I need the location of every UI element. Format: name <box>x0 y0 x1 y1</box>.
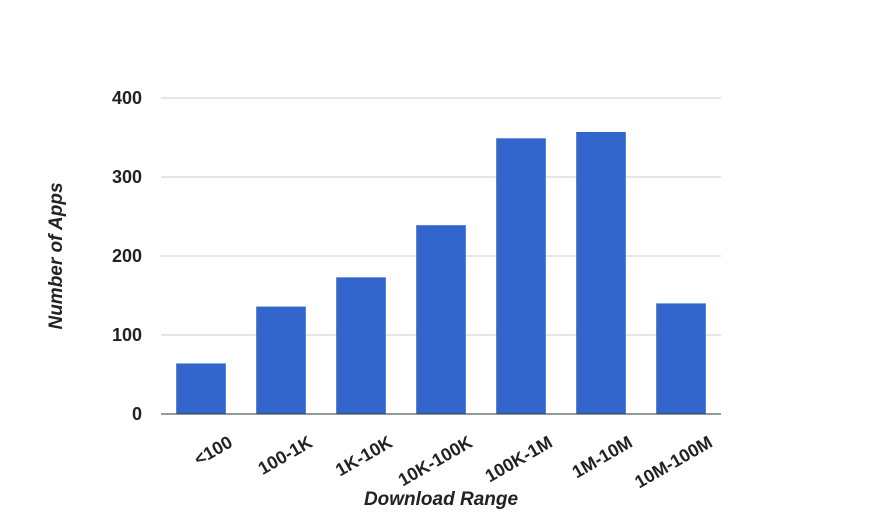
y-tick-label: 200 <box>112 246 142 266</box>
x-tick-label: 10M-100M <box>631 432 716 492</box>
bar <box>416 225 466 414</box>
bar <box>256 306 306 414</box>
bar <box>576 131 626 414</box>
x-tick-label: 100-1K <box>255 432 316 479</box>
y-tick-label: 400 <box>112 88 142 108</box>
y-tick-label: 300 <box>112 167 142 187</box>
y-tick-label: 100 <box>112 325 142 345</box>
bar <box>176 363 226 414</box>
bar <box>336 277 386 414</box>
bar <box>496 138 546 415</box>
x-tick-label: 100K-1M <box>482 432 556 486</box>
x-axis-title: Download Range <box>364 489 519 510</box>
y-axis-title: Number of Apps <box>46 182 67 329</box>
x-tick-label: 1M-10M <box>569 432 636 482</box>
bar <box>656 303 706 414</box>
y-tick-label: 0 <box>132 404 142 424</box>
x-tick-label: 1K-10K <box>332 432 396 480</box>
x-tick-label: <100 <box>191 432 236 470</box>
y-axis: 0 100 200 300 400 <box>112 88 142 424</box>
x-tick-label: 10K-100K <box>395 432 476 490</box>
bars <box>176 131 706 415</box>
